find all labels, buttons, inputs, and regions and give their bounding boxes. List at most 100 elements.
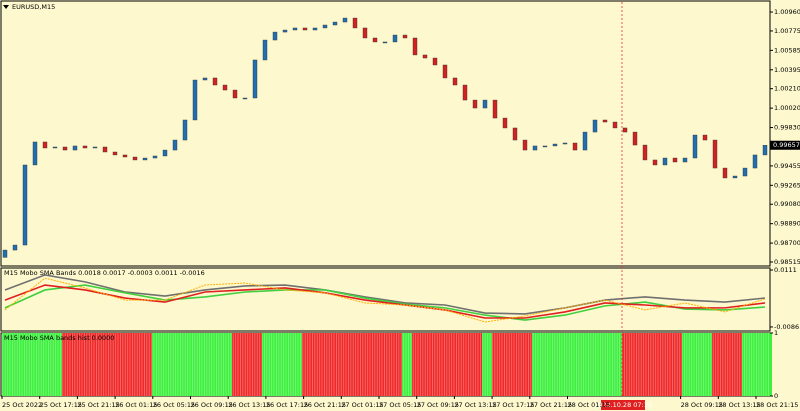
candle-body bbox=[262, 39, 268, 61]
plot-area bbox=[2, 17, 772, 396]
y-tick-label: 0 bbox=[774, 392, 778, 400]
x-tick-label: 27 Oct 01:15 bbox=[341, 401, 383, 409]
candle-body bbox=[732, 175, 738, 179]
candle-body bbox=[342, 17, 348, 23]
y-tick-label: 1 bbox=[774, 329, 778, 337]
x-tick-label: 27 Oct 13:15 bbox=[454, 401, 496, 409]
candle-body bbox=[672, 157, 678, 163]
y-tick-label: 0.0111 bbox=[774, 266, 797, 274]
candle-body bbox=[532, 145, 538, 151]
y-tick-label: 0.98515 bbox=[774, 258, 800, 266]
candle-body bbox=[322, 24, 328, 29]
candle-body bbox=[722, 167, 728, 179]
y-tick-label: 1.00775 bbox=[774, 27, 800, 35]
x-tick-label: 25 Oct 21:15 bbox=[77, 401, 119, 409]
candle-body bbox=[622, 127, 628, 133]
candle-body bbox=[222, 84, 228, 91]
candle-body bbox=[112, 151, 118, 156]
candle-body bbox=[432, 57, 438, 66]
candle-body bbox=[2, 249, 8, 258]
candle-body bbox=[62, 146, 68, 151]
y-tick-label: 1.00020 bbox=[774, 104, 800, 112]
candle-body bbox=[132, 156, 138, 161]
x-tick-label: 26 Oct 21:15 bbox=[304, 401, 346, 409]
candle-body bbox=[602, 119, 608, 123]
candle-body bbox=[52, 146, 58, 149]
candle-body bbox=[422, 54, 428, 59]
candle-body bbox=[452, 77, 458, 86]
x-tick-label: 25 Oct 2022 bbox=[2, 401, 42, 409]
candle-body bbox=[172, 139, 178, 151]
candle-body bbox=[162, 149, 168, 157]
candle-body bbox=[702, 134, 708, 141]
candle-body bbox=[232, 89, 238, 99]
candle-body bbox=[202, 77, 208, 81]
x-tick-label: 26 Oct 13:15 bbox=[228, 401, 270, 409]
candle-body bbox=[42, 141, 48, 149]
candle-body bbox=[22, 164, 28, 246]
candle-body bbox=[352, 17, 358, 29]
candle-body bbox=[12, 244, 18, 251]
x-tick-label: 27 Oct 21:15 bbox=[530, 401, 572, 409]
candle-body bbox=[682, 157, 688, 163]
y-tick-label: 1.00210 bbox=[774, 85, 800, 93]
y-tick-label: 0.99080 bbox=[774, 200, 800, 208]
indicator-panel bbox=[0, 267, 771, 332]
y-tick-label: 0.98890 bbox=[774, 220, 800, 228]
candle-body bbox=[302, 27, 308, 31]
y-tick-label: 0.99455 bbox=[774, 162, 800, 170]
candle-body bbox=[182, 119, 188, 141]
candle-body bbox=[612, 121, 618, 129]
indicator-line bbox=[4, 284, 766, 319]
candle-body bbox=[252, 59, 258, 99]
x-tick-label: 28 Oct 01:15 bbox=[568, 401, 610, 409]
candle-body bbox=[122, 154, 128, 158]
x-tick-label: 27 Oct 05:15 bbox=[379, 401, 421, 409]
indicator-line bbox=[4, 284, 766, 321]
candle-body bbox=[442, 64, 448, 79]
y-tick-label: 1.00395 bbox=[774, 66, 800, 74]
hist-title: M15 Mobo SMA bands hist 0.0000 bbox=[4, 334, 114, 342]
candle-body bbox=[192, 79, 198, 121]
candle-body bbox=[272, 31, 278, 41]
candle-body bbox=[32, 141, 38, 166]
candle-body bbox=[552, 143, 558, 147]
y-tick-label: 0.99265 bbox=[774, 181, 800, 189]
candle-body bbox=[652, 159, 658, 166]
y-tick-label: 0.98700 bbox=[774, 239, 800, 247]
cursor-time-box bbox=[601, 400, 645, 410]
main-panel bbox=[0, 0, 771, 267]
x-tick-label: 28 Oct 09:15 bbox=[681, 401, 723, 409]
cursor-time: 2022.10.28 07:15 bbox=[594, 401, 652, 409]
symbol-menu-icon[interactable] bbox=[3, 5, 9, 9]
candle-body bbox=[472, 99, 478, 109]
current-price: 0.99657 bbox=[773, 141, 800, 149]
candle-body bbox=[492, 99, 498, 119]
candle-body bbox=[562, 142, 568, 145]
candle-body bbox=[762, 145, 768, 156]
candle-body bbox=[362, 27, 368, 39]
candle-body bbox=[372, 37, 378, 43]
y-tick-label: 1.00585 bbox=[774, 46, 800, 54]
indicator-title: M15 Mobo SMA Bands 0.0018 0.0017 -0.0003… bbox=[4, 269, 205, 277]
x-tick-label: 25 Oct 17:15 bbox=[40, 401, 82, 409]
x-tick-label: 26 Oct 01:15 bbox=[115, 401, 157, 409]
x-tick-label: 27 Oct 17:15 bbox=[492, 401, 534, 409]
candle-body bbox=[642, 144, 648, 161]
candle-body bbox=[142, 157, 148, 161]
indicator-line bbox=[4, 277, 766, 323]
candle-body bbox=[92, 146, 98, 149]
x-tick-label: 26 Oct 17:15 bbox=[266, 401, 308, 409]
candle-body bbox=[292, 27, 298, 31]
candle-body bbox=[482, 99, 488, 109]
candle-body bbox=[152, 155, 158, 159]
y-tick-label: 0.99830 bbox=[774, 124, 800, 132]
candle-body bbox=[212, 77, 218, 86]
candle-body bbox=[662, 157, 668, 166]
candle-body bbox=[522, 139, 528, 151]
symbol-title: EURUSD,M15 bbox=[12, 3, 55, 11]
candle-body bbox=[632, 131, 638, 146]
candle-body bbox=[592, 119, 598, 133]
